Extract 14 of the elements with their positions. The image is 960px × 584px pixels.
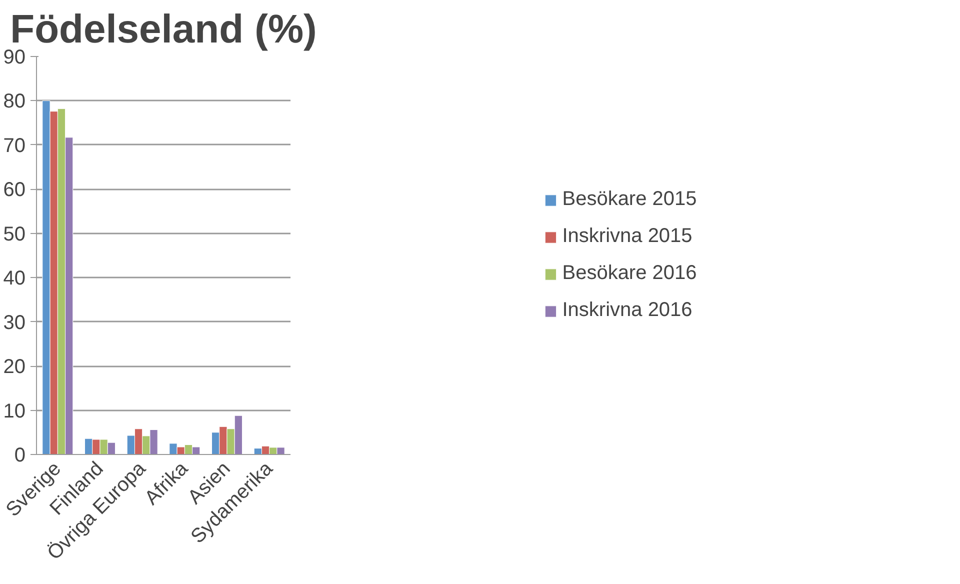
y-tick-label: 50 bbox=[3, 223, 26, 246]
legend-label: Besökare 2015 bbox=[562, 188, 697, 211]
legend-label: Inskrivna 2015 bbox=[562, 225, 692, 248]
legend-label: Besökare 2016 bbox=[562, 262, 697, 285]
y-tick-label: 40 bbox=[3, 268, 26, 290]
y-tick-label: 70 bbox=[3, 134, 26, 157]
y-tick-label: 0 bbox=[14, 444, 26, 466]
y-tick-label: 20 bbox=[3, 356, 26, 378]
y-tick-label: 90 bbox=[3, 46, 26, 68]
y-tick-label: 80 bbox=[3, 90, 26, 113]
y-tick-label: 10 bbox=[3, 400, 26, 422]
y-tick-label: 30 bbox=[3, 312, 26, 334]
y-tick-label: 60 bbox=[3, 179, 26, 202]
legend-label: Inskrivna 2016 bbox=[562, 299, 692, 322]
